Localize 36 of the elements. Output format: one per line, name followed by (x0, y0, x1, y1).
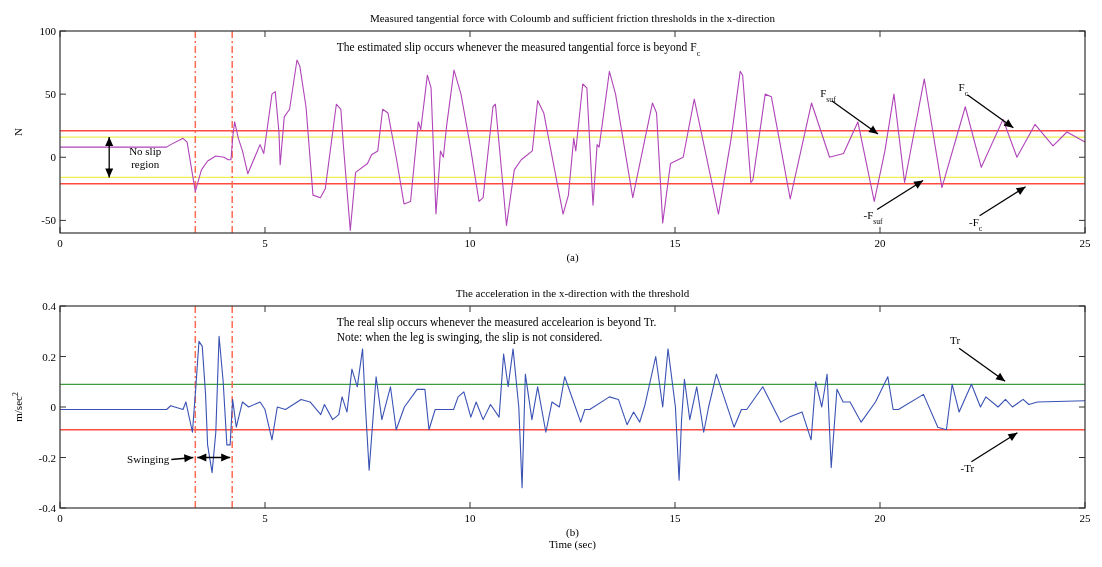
x-tick-label: 25 (1079, 512, 1091, 524)
x-tick-label: 10 (464, 512, 476, 524)
y-tick-label: 0 (50, 401, 57, 413)
text: (a) (566, 251, 579, 264)
line-series (59, 59, 1086, 232)
y-tick-label: -50 (41, 214, 57, 227)
x-axis-title: Time (sec) (549, 538, 597, 551)
y-tick-label: 0.4 (42, 300, 57, 312)
x-tick-label: 5 (262, 512, 269, 524)
chart-title: Measured tangential force with Coloumb and sufficient friction thresholds in the x-direction (369, 12, 776, 24)
y-axis-title: N (12, 127, 24, 136)
chart-title: The acceleration in the x-direction with the threshold (455, 287, 690, 299)
text: (b) (566, 526, 580, 539)
x-tick-label: 25 (1079, 237, 1091, 249)
y-tick-label: 50 (45, 88, 57, 101)
annotation: -F$_{suf}$ (863, 209, 884, 226)
x-tick-label: 20 (874, 237, 886, 249)
y-tick-label: -0.4 (38, 502, 57, 514)
annotation: Swinging (127, 452, 170, 465)
y-tick-label: 100 (39, 25, 57, 37)
x-tick-label: 20 (874, 512, 886, 524)
y-tick-label: -0.2 (38, 451, 56, 464)
x-tick-label: 15 (669, 237, 681, 249)
y-tick-label: 0 (50, 151, 57, 164)
annotation: No slip region (129, 145, 162, 171)
y-tick-label: 0.2 (42, 350, 56, 363)
annotation: -Tr (960, 461, 975, 474)
annotation: Tr (950, 334, 961, 347)
annotation: F$_{c}$ (958, 80, 969, 98)
annotation: The real slip occurs whenever the measured accelearion is beyond Tr. (336, 316, 657, 329)
x-tick-label: 5 (262, 237, 269, 249)
annotation: Note: when the leg is swinging, the slip is not considered. (336, 331, 603, 344)
x-tick-label: 15 (669, 512, 681, 524)
annotation: The estimated slip occurs whenever the measured tangential force is beyond F$_{c}$ (336, 41, 701, 58)
x-tick-label: 10 (464, 237, 476, 249)
annotation: -F$_{c}$ (969, 215, 983, 233)
